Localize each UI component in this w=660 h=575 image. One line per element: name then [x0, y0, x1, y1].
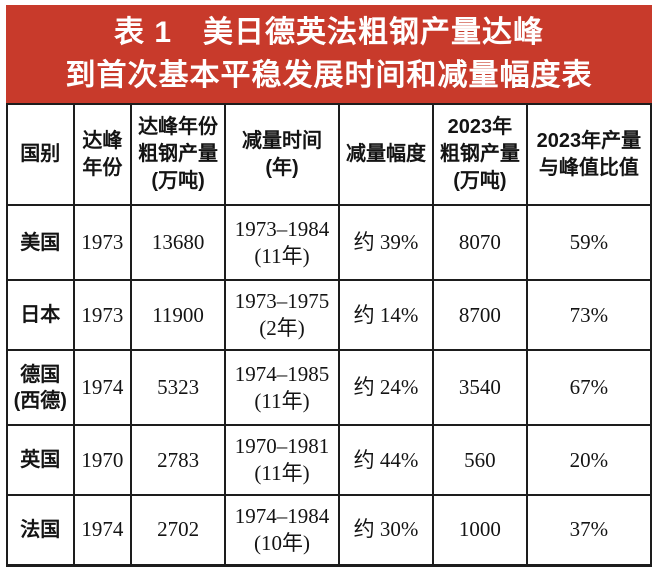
col-header-country: 国别 [6, 103, 75, 206]
cell-country: 日本 [6, 279, 75, 351]
cell-2023-output: 1000 [431, 494, 528, 566]
table-title-line2: 到首次基本平稳发展时间和减量幅度表 [65, 59, 593, 92]
cell-reduction-period: 1973–1975 (2年) [223, 279, 341, 351]
cell-peak-year: 1970 [72, 424, 133, 496]
table-row-france: 法国 1974 2702 1974–1984 (10年) 约 30% 1000 … [6, 494, 653, 566]
cell-line: 1974–1984 [234, 503, 330, 528]
header-line: 达峰年份 [138, 116, 219, 138]
cell-line: (11年) [254, 243, 310, 268]
cell-peak-year: 1974 [72, 494, 133, 566]
cell-country: 法国 [6, 494, 75, 566]
cell-peak-output: 11900 [130, 279, 226, 351]
cell-peak-output: 13680 [130, 204, 226, 281]
cell-2023-ratio: 37% [525, 494, 653, 566]
table-title-line1: 表 1 美日德英法粗钢产量达峰 [113, 16, 545, 49]
col-header-2023-output: 2023年 粗钢产量 (万吨) [431, 103, 528, 206]
cell-2023-ratio: 67% [525, 349, 653, 426]
cell-reduction-rate: 约 30% [338, 494, 434, 566]
cell-peak-output: 5323 [130, 349, 226, 426]
cell-line: 1973–1984 [234, 216, 330, 241]
cell-line: (11年) [254, 461, 310, 485]
header-line: 2023年 [447, 116, 513, 138]
cell-peak-year: 1973 [72, 204, 133, 281]
cell-reduction-rate: 约 24% [338, 349, 434, 426]
cell-country: 美国 [6, 204, 75, 281]
cell-reduction-rate: 约 39% [338, 204, 434, 281]
col-header-peak-year: 达峰 年份 [72, 103, 133, 206]
cell-line: 德国 [20, 363, 61, 386]
header-line: 达峰 [82, 129, 123, 152]
table-row-uk: 英国 1970 2783 1970–1981 (11年) 约 44% 560 2… [6, 424, 653, 496]
cell-reduction-period: 1973–1984 (11年) [223, 204, 341, 281]
cell-line: 英国 [20, 449, 61, 471]
header-line: 2023年产量 [536, 129, 642, 152]
cell-2023-ratio: 59% [525, 204, 653, 281]
header-row: 国别 达峰 年份 达峰年份 粗钢产量 (万吨) 减量时间 (年) 减量幅度 [6, 103, 653, 206]
col-header-reduction-rate: 减量幅度 [338, 103, 434, 206]
header-line: 年份 [82, 156, 123, 179]
cell-2023-ratio: 73% [525, 279, 653, 351]
table-row-germany: 德国 (西德) 1974 5323 1974–1985 (11年) 约 24% … [6, 349, 653, 426]
steel-peak-table: 国别 达峰 年份 达峰年份 粗钢产量 (万吨) 减量时间 (年) 减量幅度 [6, 103, 653, 567]
header-line: (万吨) [453, 170, 507, 192]
header-line: (万吨) [151, 170, 205, 192]
table-title-banner: 表 1 美日德英法粗钢产量达峰 到首次基本平稳发展时间和减量幅度表 [6, 5, 652, 103]
cell-peak-year: 1973 [72, 279, 133, 351]
cell-line: 美国 [20, 231, 61, 254]
table-row-usa: 美国 1973 13680 1973–1984 (11年) 约 39% 8070… [6, 204, 653, 281]
cell-country: 英国 [6, 424, 75, 496]
header-line: 减量幅度 [345, 143, 426, 165]
cell-reduction-rate: 约 44% [338, 424, 434, 496]
col-header-peak-output: 达峰年份 粗钢产量 (万吨) [130, 103, 226, 206]
header-line: 粗钢产量 [138, 143, 219, 165]
cell-line: (2年) [259, 316, 305, 340]
cell-peak-output: 2783 [130, 424, 226, 496]
cell-peak-year: 1974 [72, 349, 133, 426]
table-row-japan: 日本 1973 11900 1973–1975 (2年) 约 14% 8700 … [6, 279, 653, 351]
cell-line: (11年) [254, 388, 310, 413]
cell-reduction-period: 1974–1985 (11年) [223, 349, 341, 426]
cell-line: (10年) [254, 530, 311, 555]
cell-2023-output: 560 [431, 424, 528, 496]
cell-2023-output: 3540 [431, 349, 528, 426]
cell-2023-output: 8700 [431, 279, 528, 351]
cell-reduction-period: 1970–1981 (11年) [223, 424, 341, 496]
cell-2023-ratio: 20% [525, 424, 653, 496]
cell-country: 德国 (西德) [6, 349, 75, 426]
header-line: 与峰值比值 [538, 156, 639, 179]
cell-line: 日本 [20, 304, 61, 326]
header-line: 国别 [20, 143, 61, 165]
cell-line: 1974–1985 [234, 361, 330, 386]
cell-line: (西德) [13, 389, 67, 412]
cell-line: 法国 [20, 518, 61, 541]
cell-reduction-rate: 约 14% [338, 279, 434, 351]
col-header-2023-ratio: 2023年产量 与峰值比值 [525, 103, 653, 206]
col-header-reduction-period: 减量时间 (年) [223, 103, 341, 206]
header-line: (年) [265, 156, 299, 179]
header-line: 粗钢产量 [439, 143, 520, 165]
cell-peak-output: 2702 [130, 494, 226, 566]
cell-line: 1973–1975 [234, 289, 330, 313]
cell-reduction-period: 1974–1984 (10年) [223, 494, 341, 566]
cell-line: 1970–1981 [234, 434, 330, 458]
header-line: 减量时间 [242, 129, 323, 152]
cell-2023-output: 8070 [431, 204, 528, 281]
